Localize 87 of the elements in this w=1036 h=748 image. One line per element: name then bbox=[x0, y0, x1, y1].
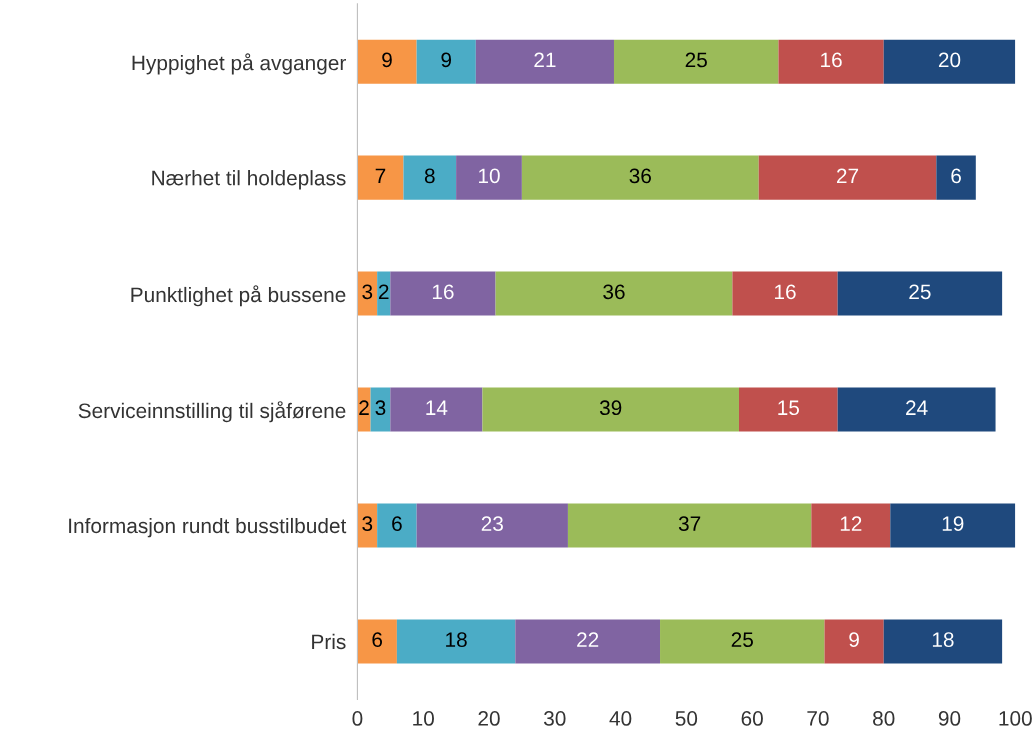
data-label: 8 bbox=[424, 168, 435, 184]
x-tick-label: 60 bbox=[741, 711, 763, 726]
bar bbox=[837, 387, 996, 432]
data-label: 23 bbox=[481, 516, 503, 532]
y-tick-label: Nærhet til holdeplass bbox=[152, 170, 346, 190]
bar bbox=[521, 155, 759, 200]
y-tick-label: Hyppighet på avganger bbox=[132, 53, 346, 75]
y-tick-label: Punktlighet på bussene bbox=[131, 285, 346, 307]
bar bbox=[660, 619, 825, 664]
data-label: 6 bbox=[392, 516, 402, 532]
data-label: 9 bbox=[382, 52, 392, 68]
data-label: 3 bbox=[362, 516, 373, 532]
x-tick-label: 10 bbox=[413, 711, 434, 726]
bar bbox=[883, 39, 1016, 84]
data-label: 10 bbox=[479, 168, 500, 184]
bar bbox=[936, 155, 976, 200]
data-label: 3 bbox=[362, 284, 373, 300]
data-label: 18 bbox=[932, 632, 954, 647]
x-tick-label: 90 bbox=[938, 711, 961, 726]
bar bbox=[416, 39, 476, 84]
data-label: 14 bbox=[426, 400, 448, 415]
bar bbox=[837, 271, 1003, 316]
data-label: 25 bbox=[731, 632, 753, 647]
x-tick-label: 40 bbox=[609, 711, 632, 726]
y-tick-label: Pris bbox=[312, 633, 346, 650]
bar bbox=[732, 271, 838, 316]
data-label: 15 bbox=[778, 400, 800, 416]
x-tick-label: 80 bbox=[873, 711, 895, 726]
y-tick-label: Serviceinnstilling til sjåførene bbox=[78, 401, 346, 423]
data-label: 6 bbox=[372, 632, 383, 647]
data-label: 22 bbox=[577, 632, 599, 647]
data-label: 27 bbox=[836, 168, 859, 184]
bar bbox=[456, 155, 522, 200]
data-label: 18 bbox=[446, 632, 467, 647]
data-label: 19 bbox=[942, 516, 964, 532]
bar bbox=[377, 503, 417, 548]
data-label: 16 bbox=[432, 284, 454, 300]
bar bbox=[567, 503, 812, 548]
bar bbox=[495, 271, 733, 316]
data-label: 20 bbox=[938, 52, 961, 68]
x-tick-label: 0 bbox=[352, 711, 363, 726]
bar bbox=[416, 503, 568, 548]
data-label: 6 bbox=[951, 168, 961, 184]
data-label: 24 bbox=[906, 400, 928, 415]
bar bbox=[890, 503, 1016, 548]
x-tick-label: 100 bbox=[999, 711, 1032, 726]
bar bbox=[357, 155, 404, 200]
bar bbox=[475, 39, 614, 84]
bar bbox=[883, 619, 1003, 664]
bar bbox=[824, 619, 884, 664]
x-tick-label: 70 bbox=[807, 711, 829, 726]
data-label: 3 bbox=[375, 400, 386, 416]
bar bbox=[515, 619, 661, 664]
x-tick-label: 30 bbox=[543, 711, 566, 726]
data-label: 9 bbox=[849, 632, 859, 647]
data-label: 36 bbox=[629, 168, 651, 184]
bar bbox=[811, 503, 891, 548]
bar bbox=[403, 155, 457, 200]
data-label: 16 bbox=[775, 284, 796, 300]
bar bbox=[357, 619, 397, 664]
data-label: 39 bbox=[599, 400, 622, 416]
x-tick-label: 20 bbox=[478, 711, 500, 726]
data-label: 16 bbox=[821, 52, 842, 68]
data-label: 9 bbox=[441, 52, 452, 68]
bar bbox=[778, 39, 884, 84]
bar bbox=[370, 387, 391, 432]
data-label: 2 bbox=[359, 400, 369, 415]
bar bbox=[357, 39, 417, 84]
data-label: 12 bbox=[840, 516, 862, 531]
bar bbox=[357, 271, 378, 316]
data-label: 7 bbox=[375, 168, 386, 184]
bar bbox=[758, 155, 937, 200]
bar bbox=[357, 503, 378, 548]
x-tick-label: 50 bbox=[675, 711, 698, 726]
bar bbox=[396, 619, 516, 664]
data-label: 2 bbox=[378, 284, 389, 299]
data-label: 25 bbox=[909, 284, 931, 300]
bar bbox=[390, 387, 483, 432]
data-label: 36 bbox=[603, 284, 625, 300]
bar bbox=[613, 39, 779, 84]
bar bbox=[738, 387, 838, 432]
data-label: 25 bbox=[685, 52, 707, 68]
bar bbox=[482, 387, 739, 432]
y-tick-label: Informasjon rundt busstilbudet bbox=[69, 517, 347, 538]
data-label: 21 bbox=[534, 52, 556, 68]
data-label: 37 bbox=[678, 516, 701, 532]
bar bbox=[390, 271, 496, 316]
